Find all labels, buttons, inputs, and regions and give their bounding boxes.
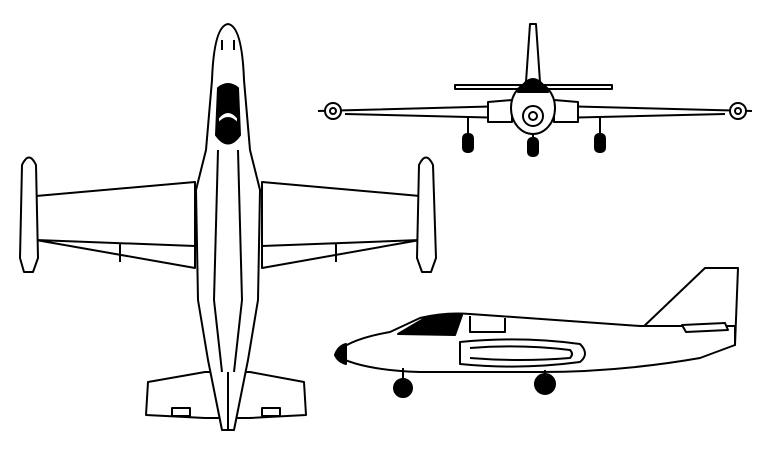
left-tip-pod-inner [329,107,337,115]
side-view [334,267,739,398]
side-nose-tip [334,343,347,365]
top-view [19,23,437,431]
front-view [317,23,753,157]
fuselage-lines [213,40,243,430]
wing-flap-lines [35,239,421,262]
left-wheel-front [462,133,474,153]
side-horizontal-tail [681,322,729,333]
vertical-fin [525,23,541,83]
canopy-front [517,78,549,93]
right-wing [261,181,421,269]
side-main-wheel [534,373,556,395]
side-intake-inner [469,345,573,361]
left-wing [35,181,196,269]
nose-front-inner [528,111,538,121]
canopy-frame [217,111,239,125]
wing-line [317,105,753,119]
right-tip-tank [416,156,437,273]
side-intake [459,338,586,368]
tail-details [171,407,281,417]
left-tip-tank [19,156,39,273]
side-nose-wheel [393,378,413,398]
nose-wheel-front [527,137,539,157]
right-wheel-front [594,133,606,153]
side-canopy-frame [427,316,506,336]
right-tip-pod-inner [734,107,742,115]
